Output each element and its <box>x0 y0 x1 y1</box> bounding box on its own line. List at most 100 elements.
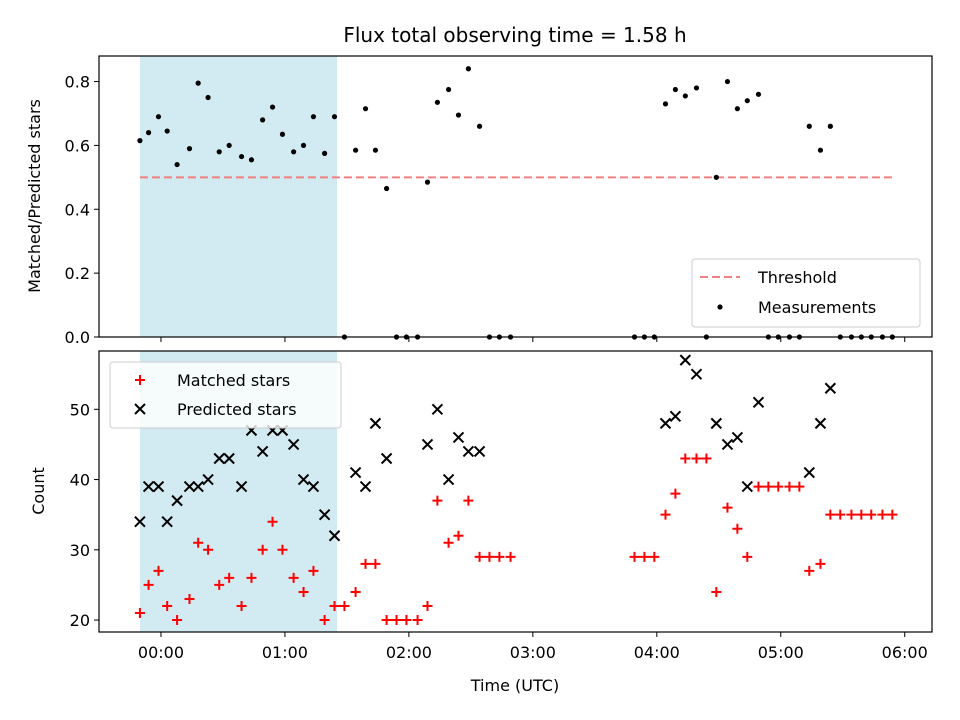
matched-stars-point <box>856 509 867 520</box>
matched-stars-point <box>453 530 464 541</box>
top-panel: 0.0 0.2 0.4 0.6 0.8 Threshold Measurements <box>65 55 933 347</box>
measurement-point <box>693 85 700 91</box>
matched-stars-point <box>815 558 826 569</box>
matched-stars-point <box>134 608 145 619</box>
matched-stars-point <box>236 601 247 612</box>
bottom-y-axis-label: Count <box>29 467 48 515</box>
measurement-point <box>465 66 471 72</box>
bottom-y-tick-label: 40 <box>70 471 90 490</box>
matched-stars-point <box>711 586 722 597</box>
x-tick-label: 02:00 <box>386 643 432 662</box>
matched-stars-point <box>350 586 361 597</box>
predicted-stars-point <box>192 480 204 493</box>
matched-stars-point <box>443 537 454 548</box>
predicted-stars-point <box>452 431 465 444</box>
matched-stars-point <box>401 615 412 626</box>
measurement-point <box>445 86 452 93</box>
measurement-point <box>195 80 201 86</box>
matched-stars-point <box>391 615 402 626</box>
predicted-stars-point <box>328 530 341 542</box>
predicted-stars-point <box>171 494 183 507</box>
matched-stars-point <box>722 502 733 513</box>
predicted-stars-point <box>349 466 362 479</box>
measurement-point <box>216 149 222 155</box>
legend-measurements-swatch <box>717 304 723 310</box>
predicted-stars-point <box>380 452 393 465</box>
measurement-point <box>137 138 143 144</box>
matched-stars-point <box>660 509 671 520</box>
measurement-point <box>744 98 750 104</box>
x-axis-label: Time (UTC) <box>470 676 559 695</box>
matched-stars-point <box>639 551 650 562</box>
bottom-y-tick-label: 20 <box>70 611 90 630</box>
matched-stars-point <box>494 551 505 562</box>
measurement-point <box>817 147 824 153</box>
top-data-points <box>137 66 895 340</box>
predicted-stars-point <box>824 382 837 394</box>
predicted-stars-point <box>659 417 672 430</box>
measurement-point <box>806 123 812 129</box>
measurement-point <box>238 153 245 160</box>
matched-stars-point <box>267 516 278 527</box>
predicted-stars-point <box>442 473 455 486</box>
matched-stars-point <box>143 579 154 590</box>
predicted-stars-point <box>710 417 723 430</box>
bottom-data-points <box>134 354 898 626</box>
measurement-point <box>434 99 441 105</box>
bottom-legend: Matched stars Predicted stars <box>109 361 342 429</box>
measurement-point <box>383 185 390 192</box>
bottom-y-tick-label: 30 <box>70 541 90 560</box>
matched-stars-point <box>360 558 371 569</box>
matched-stars-point <box>432 495 443 506</box>
predicted-stars-point <box>287 438 300 451</box>
top-y-tick-label: 0.6 <box>65 136 90 155</box>
measurement-point <box>155 114 162 120</box>
predicted-stars-point <box>202 473 214 486</box>
matched-stars-point <box>277 544 288 555</box>
top-axes-frame <box>98 55 933 338</box>
matched-stars-point <box>308 565 319 576</box>
legend-matched-label: Matched stars <box>177 371 290 390</box>
predicted-stars-point <box>721 438 734 451</box>
top-observing-span <box>139 56 337 337</box>
top-y-tick-label: 0.2 <box>65 264 90 283</box>
predicted-stars-point <box>213 452 225 465</box>
measurement-point <box>226 142 232 149</box>
predicted-stars-point <box>142 480 155 493</box>
bottom-panel: 20 30 40 50 00:00 01:00 02:00 03:00 04:00 05:00 06… <box>70 350 933 662</box>
matched-stars-point <box>370 558 381 569</box>
matched-stars-point <box>505 551 516 562</box>
x-tick-label: 05:00 <box>758 643 804 662</box>
matched-stars-point <box>172 615 183 626</box>
legend-predicted-label: Predicted stars <box>177 400 297 419</box>
measurement-point <box>682 93 688 99</box>
matched-stars-point <box>214 579 225 590</box>
measurement-point <box>734 106 740 112</box>
predicted-stars-point <box>223 452 235 465</box>
predicted-stars-point <box>134 516 146 528</box>
matched-stars-point <box>753 481 764 492</box>
predicted-stars-point <box>473 445 486 458</box>
measurement-point <box>455 112 462 118</box>
matched-stars-point <box>484 551 495 562</box>
legend-box <box>109 361 342 429</box>
measurement-point <box>279 131 286 137</box>
matched-stars-point <box>381 615 392 626</box>
measurement-point <box>322 150 328 156</box>
measurement-point <box>205 94 211 101</box>
matched-stars-point <box>701 453 712 464</box>
matched-stars-point <box>339 601 350 612</box>
matched-stars-point <box>670 488 681 499</box>
matched-stars-point <box>732 523 743 534</box>
predicted-stars-point <box>462 445 475 458</box>
predicted-stars-point <box>256 445 269 458</box>
predicted-stars-point <box>741 480 754 493</box>
matched-stars-point <box>422 601 433 612</box>
matched-stars-point <box>794 481 805 492</box>
predicted-stars-point <box>679 354 692 366</box>
top-legend: Threshold Measurements <box>691 258 921 328</box>
measurement-point <box>300 142 307 149</box>
measurement-point <box>248 157 255 163</box>
measurement-point <box>291 149 297 155</box>
